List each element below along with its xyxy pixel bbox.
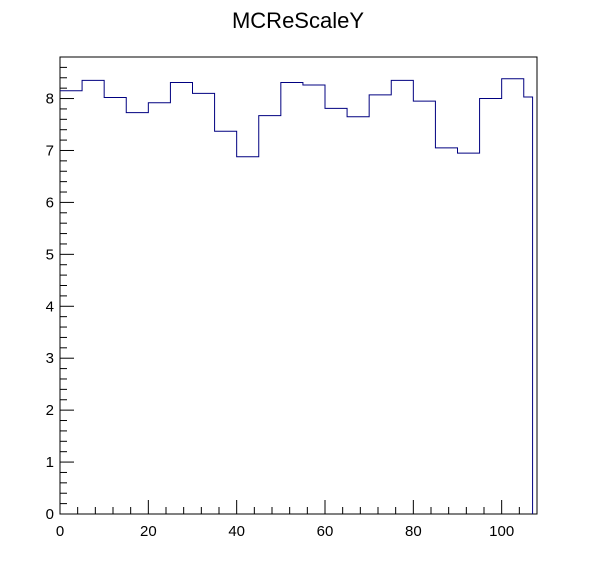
histogram-bin [60, 91, 82, 514]
x-tick-label: 40 [228, 523, 245, 540]
y-tick-label: 5 [46, 246, 54, 263]
y-tick-label: 6 [46, 194, 54, 211]
histogram-bin [413, 101, 435, 514]
histogram-bin [524, 97, 533, 514]
y-tick-label: 4 [46, 298, 54, 315]
x-axis: 0 20 40 60 80 100 [56, 500, 538, 540]
histogram-outline [60, 78, 534, 514]
y-tick-label: 8 [46, 91, 54, 108]
histogram-bin [148, 103, 170, 514]
y-axis: 0 1 2 3 4 5 6 7 8 [46, 56, 74, 523]
histogram-bin [347, 117, 369, 514]
histogram-bin [303, 85, 325, 514]
histogram-bin [126, 113, 148, 514]
y-tick-label: 0 [46, 506, 54, 523]
histogram-bin [215, 131, 237, 514]
histogram-bin [193, 93, 215, 514]
histogram-bin [259, 116, 281, 514]
x-tick-label: 0 [56, 523, 64, 540]
plot-area [60, 78, 534, 514]
histogram-bin [502, 79, 524, 514]
histogram-bin [82, 80, 104, 514]
histogram-bin [281, 82, 303, 514]
x-tick-label: 80 [405, 523, 422, 540]
x-tick-label: 20 [140, 523, 157, 540]
y-tick-label: 2 [46, 402, 54, 419]
y-tick-label: 3 [46, 350, 54, 367]
histogram-bin [237, 157, 259, 514]
histogram-bin [104, 98, 126, 514]
histogram-bin [435, 148, 457, 514]
histogram-bin [480, 99, 502, 514]
chart-title: MCReScaleY [232, 8, 364, 33]
histogram-bin [369, 95, 391, 514]
histogram-bin [170, 82, 192, 514]
plot-frame [59, 56, 538, 515]
y-tick-label: 7 [46, 142, 54, 159]
x-tick-label: 100 [489, 523, 514, 540]
histogram-bin [458, 153, 480, 514]
x-tick-label: 60 [317, 523, 334, 540]
histogram-bin [325, 108, 347, 514]
histogram-bin [391, 80, 413, 514]
y-tick-label: 1 [46, 454, 54, 471]
